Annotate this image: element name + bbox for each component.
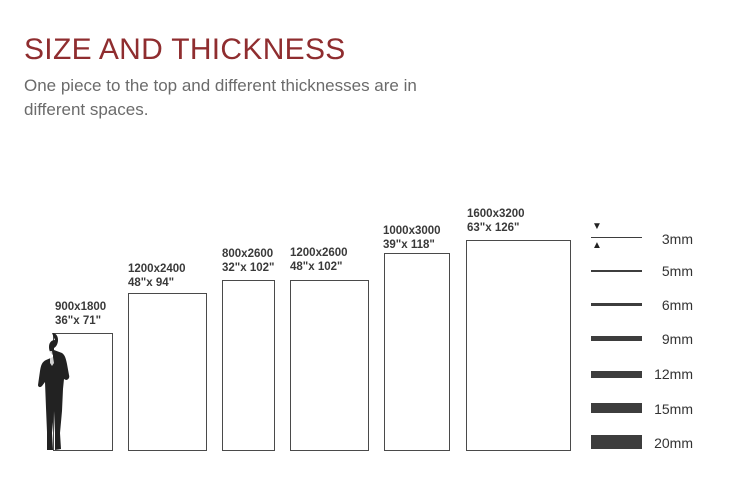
size-label-5: 1000x3000 39"x 118": [383, 224, 441, 252]
thickness-label: 6mm: [661, 297, 693, 313]
thickness-line-5mm: [591, 270, 642, 272]
panel-1000x3000: [384, 253, 450, 451]
size-label-6: 1600x3200 63"x 126": [467, 207, 525, 235]
size-label-3: 800x2600 32"x 102": [222, 247, 274, 275]
arrow-up-icon: ▲: [592, 240, 602, 251]
thickness-line-20mm: [591, 435, 642, 449]
size-inch: 39"x 118": [383, 239, 435, 251]
arrow-down-icon: ▼: [592, 221, 602, 232]
panel-1200x2400: [128, 293, 207, 451]
size-inch: 48"x 94": [128, 277, 175, 289]
thickness-line-12mm: [591, 371, 642, 378]
thickness-label: 9mm: [661, 331, 693, 347]
size-label-4: 1200x2600 48"x 102": [290, 246, 348, 274]
size-mm: 900x1800: [55, 301, 107, 313]
size-mm: 1200x2600: [290, 247, 348, 259]
thickness-line-15mm: [591, 403, 642, 413]
page-title: SIZE AND THICKNESS: [24, 33, 346, 66]
size-inch: 32"x 102": [222, 262, 275, 274]
thickness-label: 15mm: [654, 401, 693, 417]
thickness-label: 5mm: [661, 263, 693, 279]
subtitle: One piece to the top and different thick…: [24, 76, 417, 119]
thickness-line-9mm: [591, 336, 642, 341]
size-mm: 1200x2400: [128, 263, 186, 275]
panel-800x2600: [222, 280, 275, 451]
size-inch: 48"x 102": [290, 261, 343, 273]
thickness-line-3mm: [591, 237, 642, 238]
panel-1600x3200: [466, 240, 571, 451]
thickness-label: 20mm: [654, 435, 693, 451]
size-label-1: 900x1800 36"x 71": [55, 300, 106, 328]
thickness-label: 3mm: [661, 231, 693, 247]
size-label-2: 1200x2400 48"x 94": [128, 262, 186, 290]
size-mm: 1600x3200: [467, 208, 525, 220]
size-mm: 1000x3000: [383, 225, 441, 237]
size-inch: 63"x 126": [467, 222, 520, 234]
thickness-label: 12mm: [654, 366, 693, 382]
size-mm: 800x2600: [222, 248, 274, 260]
panel-1200x2600: [290, 280, 369, 451]
person-silhouette-icon: [38, 333, 70, 450]
thickness-line-6mm: [591, 303, 642, 306]
size-inch: 36"x 71": [55, 315, 102, 327]
